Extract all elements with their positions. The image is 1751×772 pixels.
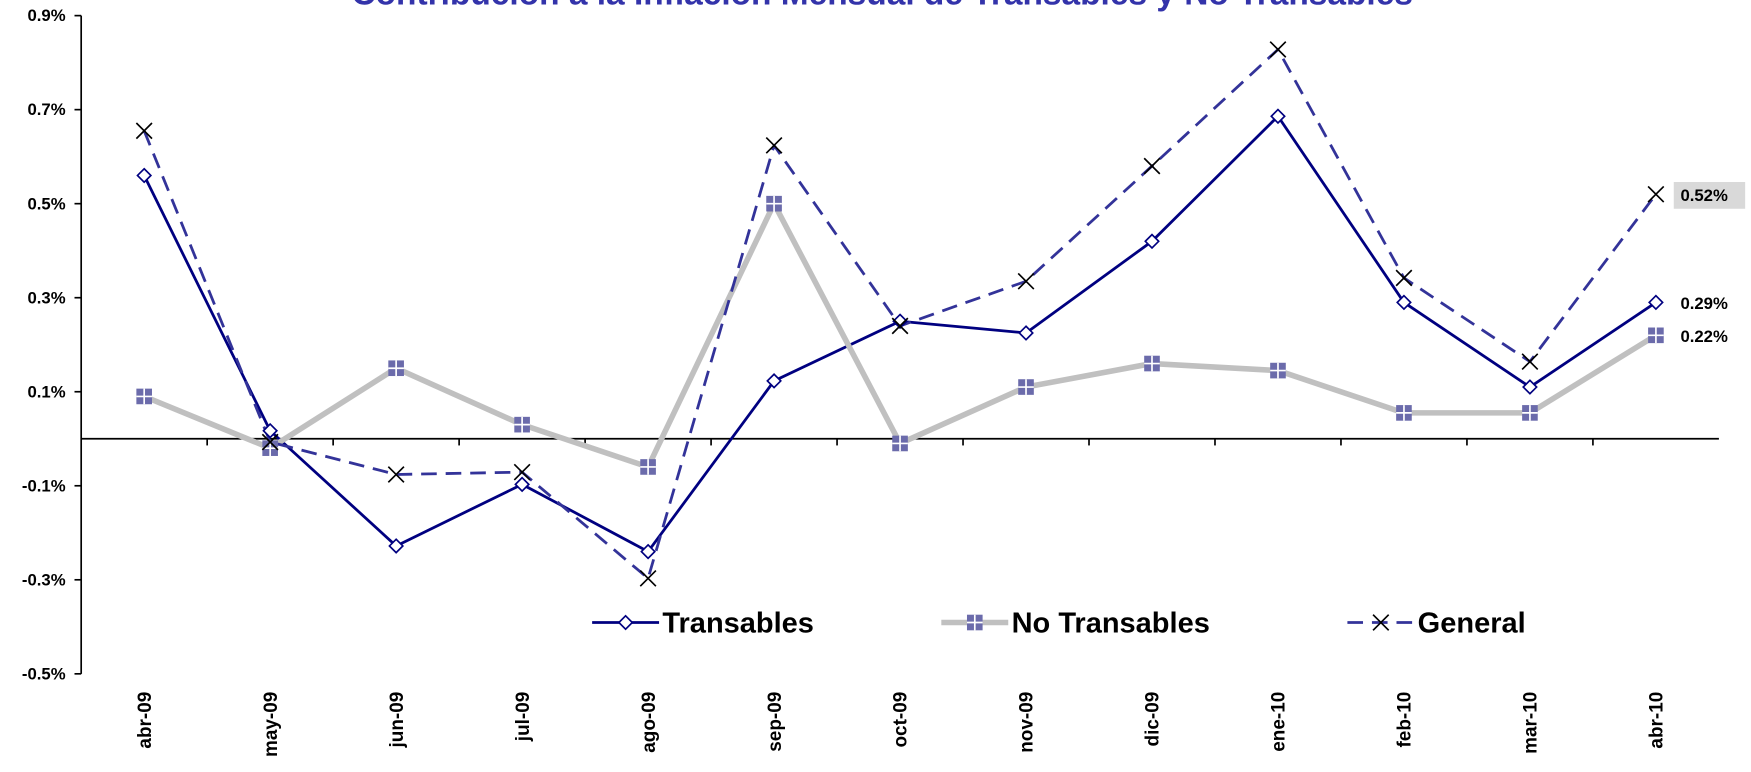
point-cross: [1144, 355, 1160, 372]
point: [388, 538, 405, 554]
x-tick-label: mar-10: [1521, 692, 1542, 754]
point: [1018, 325, 1034, 341]
point: [640, 543, 656, 560]
point-cross: [1522, 405, 1538, 421]
point-cross: [1018, 379, 1034, 395]
point: [1143, 157, 1161, 175]
data-label-box: [1673, 182, 1746, 209]
point: [388, 360, 404, 377]
point: [892, 435, 908, 452]
x-tick-label: abr-10: [1647, 692, 1668, 749]
y-tick-label: -0.3%: [22, 570, 66, 589]
point-cross: [514, 416, 530, 433]
y-tick-label: -0.5%: [22, 664, 66, 683]
y-tick-label: 0.3%: [27, 288, 65, 307]
point: [1270, 362, 1286, 379]
point: [640, 459, 656, 475]
point: [639, 569, 657, 587]
point-cross: [388, 360, 404, 377]
point: [1144, 233, 1160, 250]
point: [617, 614, 634, 631]
point: [135, 122, 153, 140]
point: [261, 433, 279, 451]
y-tick-label: 0.1%: [27, 382, 65, 401]
point: [514, 416, 530, 433]
point-cross: [1648, 327, 1664, 344]
y-tick-label: 0.5%: [27, 194, 65, 213]
point: [892, 313, 908, 330]
x-tick-label: jul-09: [513, 692, 534, 743]
point: [136, 167, 153, 184]
point: [766, 373, 782, 389]
y-tick-label: -0.1%: [22, 476, 66, 495]
point: [387, 466, 405, 483]
point: [1018, 379, 1034, 395]
y-tick-label: 0.9%: [27, 6, 65, 25]
point: [1396, 294, 1412, 311]
x-tick-label: jun-09: [387, 692, 408, 749]
point: [1269, 41, 1287, 58]
x-tick-label: abr-09: [135, 692, 156, 749]
point-cross: [640, 459, 656, 475]
point: [1270, 108, 1286, 125]
series-line: [142, 114, 1657, 553]
x-tick-label: nov-09: [1017, 692, 1038, 753]
point-cross: [1270, 362, 1286, 379]
legend-label: General: [1418, 608, 1526, 640]
legend-label: No Transables: [1012, 608, 1210, 640]
point: [514, 476, 530, 493]
point: [1648, 294, 1664, 311]
point: [766, 195, 782, 212]
point: [1017, 272, 1035, 290]
point: [1648, 327, 1664, 344]
x-tick-label: may-09: [261, 692, 282, 757]
x-tick-label: feb-10: [1395, 692, 1416, 748]
chart-title: Contribución a la Inflación Mensual de T…: [351, 0, 1412, 12]
point-cross: [892, 435, 908, 452]
data-label: 0.22%: [1680, 327, 1728, 346]
point: [1372, 614, 1390, 631]
point: [765, 136, 783, 154]
point: [966, 614, 983, 631]
series-line: [143, 200, 1658, 470]
data-label: 0.29%: [1680, 294, 1728, 313]
x-tick-label: oct-09: [891, 692, 912, 748]
point: [1521, 353, 1539, 371]
data-label: 0.52%: [1680, 186, 1728, 205]
point: [1144, 355, 1160, 372]
x-tick-label: sep-09: [765, 692, 786, 752]
point: [1647, 185, 1665, 203]
legend-label: Transables: [662, 608, 814, 640]
point: [1395, 269, 1413, 287]
point: [262, 422, 279, 439]
point: [1522, 405, 1538, 421]
x-tick-label: dic-09: [1143, 692, 1164, 747]
point: [513, 463, 531, 481]
point: [1522, 379, 1538, 395]
x-tick-label: ago-09: [639, 692, 660, 753]
point: [891, 317, 909, 335]
point: [136, 388, 152, 405]
point-cross: [766, 195, 782, 212]
y-tick-label: 0.7%: [27, 100, 65, 119]
point: [1396, 405, 1412, 421]
point-cross: [966, 614, 983, 631]
point-cross: [136, 388, 152, 405]
x-tick-label: ene-10: [1269, 692, 1290, 752]
point-cross: [1396, 405, 1412, 421]
